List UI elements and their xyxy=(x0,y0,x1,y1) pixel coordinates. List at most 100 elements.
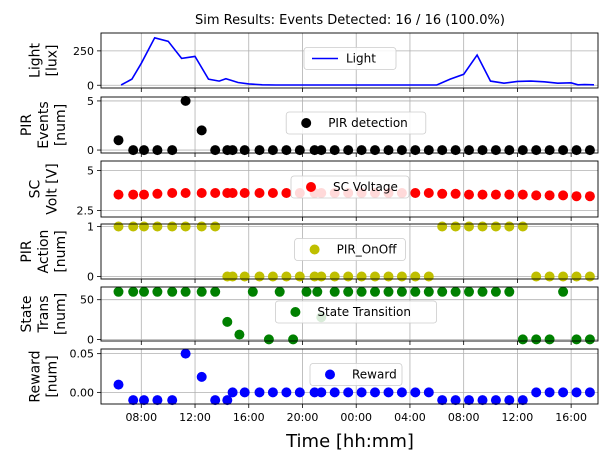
x-tick-label: 16:00 xyxy=(233,411,265,424)
data-point xyxy=(383,271,394,282)
data-point xyxy=(423,271,434,282)
data-point xyxy=(544,190,555,201)
y-tick-label: 0 xyxy=(87,271,94,284)
y-tick-label: 0 xyxy=(87,144,94,157)
data-point xyxy=(210,221,221,232)
data-point xyxy=(139,221,149,232)
y-axis-label: PIR xyxy=(19,240,35,263)
panel-2: 0 5 PIR detection PIR Events [num] xyxy=(19,95,599,157)
data-point xyxy=(356,387,367,398)
data-point xyxy=(504,286,515,297)
data-point xyxy=(410,286,421,297)
data-point xyxy=(267,145,278,156)
data-point xyxy=(396,145,407,156)
data-point xyxy=(196,371,207,382)
data-point xyxy=(504,221,515,232)
data-point xyxy=(329,387,340,398)
data-point xyxy=(517,221,528,232)
data-point xyxy=(274,286,285,297)
data-point xyxy=(343,145,354,156)
data-point xyxy=(531,387,542,398)
data-point xyxy=(531,271,542,282)
data-point xyxy=(139,395,149,406)
data-point xyxy=(437,286,448,297)
data-point xyxy=(301,286,312,297)
data-point xyxy=(450,395,461,406)
data-point xyxy=(239,387,250,398)
data-point xyxy=(222,316,233,327)
y-axis-label: PIR xyxy=(19,114,35,137)
data-point xyxy=(210,395,221,406)
y-axis-label: Events xyxy=(36,101,52,148)
data-point xyxy=(294,145,305,156)
data-point xyxy=(329,145,340,156)
y-tick-label: 50 xyxy=(80,294,94,307)
data-point xyxy=(128,395,139,406)
data-point xyxy=(316,387,327,398)
panel-5: 0 50 State Transition State Trans [num] xyxy=(19,286,599,346)
data-point xyxy=(490,395,501,406)
data-point xyxy=(239,188,250,198)
data-point xyxy=(571,271,582,282)
data-point xyxy=(247,286,258,297)
data-point xyxy=(222,395,233,406)
data-point xyxy=(210,188,221,198)
data-point xyxy=(210,286,221,297)
legend-box xyxy=(274,300,437,324)
data-point xyxy=(544,145,555,156)
y-axis-label: SC xyxy=(28,179,44,198)
data-point xyxy=(152,145,163,156)
data-point xyxy=(180,221,191,232)
data-point xyxy=(316,271,327,282)
data-point xyxy=(423,286,434,297)
data-point xyxy=(281,271,292,282)
x-tick-label: 12:00 xyxy=(179,411,211,424)
legend-dot-marker xyxy=(290,307,301,317)
legend-label: SC Voltage xyxy=(333,180,398,194)
y-axis-label: Reward xyxy=(28,350,44,402)
y-tick-label: 250 xyxy=(73,45,94,58)
data-point xyxy=(571,191,582,202)
data-point xyxy=(152,286,163,297)
axes-frame xyxy=(100,96,599,154)
legend-box xyxy=(303,47,397,70)
data-point xyxy=(329,286,340,297)
data-point xyxy=(196,221,207,232)
y-axis-label: [num] xyxy=(53,230,69,272)
data-point xyxy=(152,188,163,199)
y-tick-label: 0 xyxy=(87,333,94,346)
panel-4: 0 1 PIR_OnOff PIR Action [num] xyxy=(19,221,599,284)
axes-frame xyxy=(100,160,599,218)
data-point xyxy=(180,95,191,106)
data-point xyxy=(517,334,528,345)
x-tick-label: 08:00 xyxy=(448,411,480,424)
data-point xyxy=(139,286,149,297)
data-point xyxy=(437,395,448,406)
data-point xyxy=(410,145,421,156)
data-point xyxy=(370,387,380,398)
data-point xyxy=(139,145,149,156)
data-point xyxy=(464,286,474,297)
data-point xyxy=(227,145,238,156)
axes-frame xyxy=(100,223,599,280)
x-tick-label: 08:00 xyxy=(125,411,157,424)
data-point xyxy=(281,387,292,398)
data-point xyxy=(558,145,569,156)
data-point xyxy=(584,334,595,345)
data-point xyxy=(437,188,448,199)
y-tick-label: 0.00 xyxy=(70,386,95,399)
data-point xyxy=(227,188,238,198)
data-point xyxy=(450,188,461,199)
data-point xyxy=(113,135,124,146)
axes-frame xyxy=(100,32,599,89)
x-tick-label: 04:00 xyxy=(394,411,426,424)
panel-3: 2.5 5 SC Voltage SC Volt [V] xyxy=(28,160,599,221)
y-axis-label: Action xyxy=(36,230,52,274)
y-axis-label: Volt [V] xyxy=(45,163,61,214)
data-point xyxy=(180,188,191,198)
data-point xyxy=(239,145,250,156)
legend-label: PIR detection xyxy=(328,116,408,130)
data-point xyxy=(410,387,421,398)
data-point xyxy=(210,145,221,156)
